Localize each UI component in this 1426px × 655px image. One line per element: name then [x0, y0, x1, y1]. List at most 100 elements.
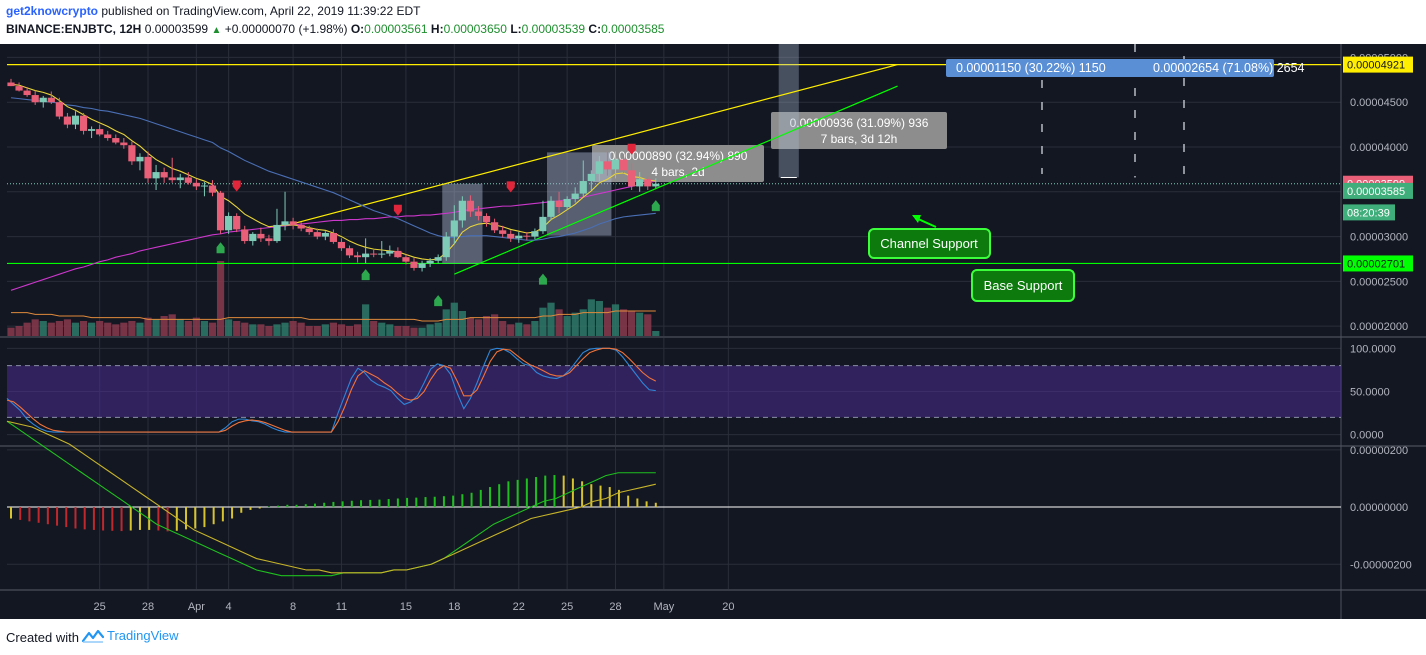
candle-body: [7, 82, 15, 87]
volume-bar: [160, 316, 168, 336]
candle: [112, 134, 120, 145]
volume-bar: [184, 321, 192, 336]
volume-bar: [112, 324, 120, 336]
volume-ma-line: [11, 310, 656, 322]
volume-bar: [15, 326, 23, 336]
time-tick-label: Apr: [188, 601, 205, 613]
candle: [571, 187, 579, 203]
projection-box: [778, 44, 799, 178]
volume-bar: [136, 322, 144, 336]
candle-body: [603, 161, 612, 170]
candle-body: [96, 129, 104, 135]
sell-signal-icon: [232, 180, 241, 192]
macd-tick-label: -0.00000200: [1350, 559, 1412, 571]
low-label: L:: [510, 22, 522, 36]
time-tick-label: 25: [561, 601, 573, 613]
candle: [273, 208, 281, 243]
annotation-arrowhead-icon: [912, 215, 921, 223]
candle-body: [63, 116, 72, 125]
candle-body: [337, 241, 346, 249]
candle: [563, 196, 571, 210]
candle: [96, 124, 104, 137]
sell-signal-icon: [393, 204, 402, 216]
candle: [39, 95, 47, 108]
candle: [603, 151, 612, 176]
candle-body: [563, 198, 571, 208]
candle-body: [112, 138, 120, 143]
volume-bar: [192, 317, 200, 336]
projection-label-text: 0.00001150 (30.22%) 1150: [956, 61, 1106, 75]
candle: [458, 196, 466, 228]
measure-label-text: 4 bars, 2d: [651, 165, 704, 179]
volume-bar: [71, 322, 80, 336]
price-axis-label: [1343, 255, 1413, 272]
candle-body: [88, 129, 96, 131]
volume-bar: [233, 321, 241, 336]
candle-body: [539, 216, 547, 232]
candle-body: [523, 235, 531, 237]
volume-bar: [563, 316, 571, 336]
volume-bar: [410, 327, 418, 336]
price-axis-label-text: 0.00002701: [1347, 258, 1405, 270]
candle: [176, 173, 184, 189]
time-tick-label: 11: [336, 601, 347, 613]
price-tick-label: 0.00002000: [1350, 321, 1408, 333]
footer: Created with TradingView: [0, 624, 1426, 655]
candle: [442, 232, 450, 261]
volume-bar: [482, 316, 491, 336]
volume-bar: [418, 327, 426, 336]
candle: [345, 245, 354, 259]
candle: [337, 238, 346, 251]
candle-body: [39, 97, 47, 103]
candle: [595, 155, 603, 182]
candle: [434, 254, 442, 264]
candle-body: [273, 224, 281, 242]
candle: [216, 190, 225, 234]
volume-bar: [499, 321, 507, 336]
candle-body: [394, 250, 402, 258]
candle: [31, 90, 39, 105]
volume-bar: [120, 322, 128, 336]
author-link[interactable]: get2knowcrypto: [6, 4, 99, 18]
rsi-tick-label: 100.0000: [1350, 343, 1396, 355]
volume-bar: [652, 331, 660, 336]
volume-bar: [507, 324, 515, 336]
candle-body: [152, 172, 160, 179]
header: get2knowcrypto published on TradingView.…: [0, 0, 1426, 44]
candle-body: [104, 134, 112, 139]
tradingview-logo-icon: [82, 629, 104, 643]
price-axis-label: [1343, 204, 1395, 221]
candle-body: [628, 170, 636, 187]
volume-bar: [547, 302, 555, 336]
candle: [88, 126, 96, 139]
candle-body: [386, 250, 394, 254]
candle: [23, 86, 31, 97]
created-with-text: Created with: [6, 630, 79, 645]
candle-body: [370, 253, 378, 255]
tradingview-link[interactable]: TradingView: [82, 628, 179, 643]
symbol-label: BINANCE:ENJBTC, 12H: [6, 22, 142, 36]
candle: [136, 153, 144, 171]
candle: [257, 227, 265, 242]
candle-body: [499, 230, 507, 234]
candle-body: [362, 253, 370, 258]
volume-bar: [297, 322, 305, 336]
lower-trend-line: [454, 85, 898, 275]
volume-bar: [515, 322, 523, 336]
open-label: O:: [350, 22, 365, 36]
candle-body: [176, 177, 184, 181]
candle-body: [289, 221, 297, 225]
low-value: 0.00003539: [521, 22, 586, 36]
high-value: 0.00003650: [443, 22, 507, 36]
candle: [644, 176, 652, 190]
candle: [611, 151, 620, 179]
channel-support-text: Channel Support: [880, 236, 978, 251]
volume-bar: [104, 322, 112, 336]
candle-body: [442, 236, 450, 258]
candle-body: [200, 185, 209, 187]
volume-bar: [353, 324, 362, 336]
candle-body: [216, 192, 225, 231]
candle-body: [652, 183, 660, 187]
sell-signal-icon: [506, 181, 515, 193]
